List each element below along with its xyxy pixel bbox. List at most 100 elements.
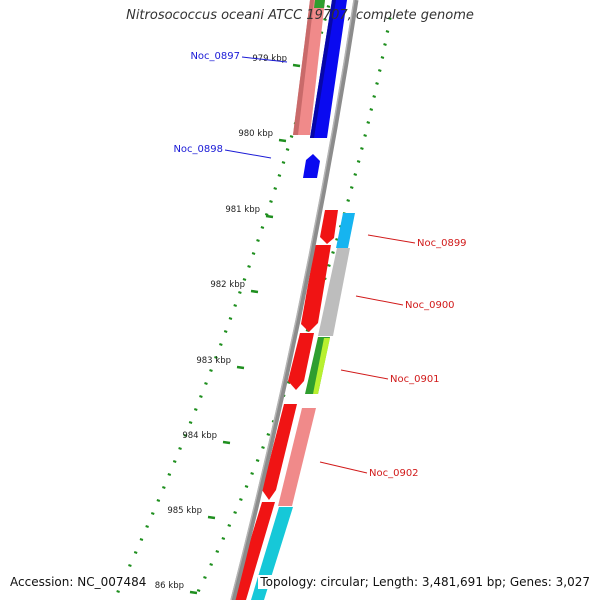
gene-feature-lime-noc0901[interactable] — [313, 338, 330, 394]
ring-tick — [242, 278, 247, 281]
ring-tick — [133, 551, 138, 554]
ring-tick — [353, 173, 358, 176]
kbp-tick — [278, 138, 287, 143]
ring-tick — [285, 148, 290, 151]
ring-tick — [289, 135, 294, 138]
outer-tick-ring-right — [196, 17, 392, 592]
ring-tick — [264, 213, 269, 216]
ring-tick — [261, 446, 265, 449]
callout-line — [355, 295, 404, 306]
ring-tick — [360, 147, 364, 150]
ring-tick — [209, 563, 213, 566]
ring-tick — [247, 265, 251, 268]
ring-tick — [366, 121, 371, 124]
ring-tick — [139, 538, 144, 541]
genome-summary: Topology: circular; Length: 3,481,691 bp… — [258, 575, 592, 589]
ring-tick — [380, 56, 385, 59]
ring-tick — [178, 447, 182, 450]
gene-feature-red-lower[interactable] — [232, 502, 275, 600]
ring-tick — [221, 537, 226, 540]
callout-line — [241, 56, 288, 63]
ring-tick — [128, 564, 132, 567]
ring-tick — [214, 356, 218, 359]
ring-tick — [199, 395, 203, 398]
ring-tick — [228, 317, 233, 320]
ring-tick — [203, 576, 207, 579]
kbp-tick — [222, 440, 231, 445]
gene-label-noc_0899[interactable]: Noc_0899 — [417, 238, 467, 249]
kbp-label: 86 kbp — [155, 581, 184, 591]
ring-tick — [327, 264, 331, 267]
ring-tick — [349, 186, 354, 189]
ring-tick — [375, 82, 379, 85]
ring-tick — [183, 434, 188, 437]
ring-tick — [269, 200, 273, 203]
gene-feature-red-noc0901[interactable] — [288, 333, 314, 390]
ring-tick — [223, 330, 228, 333]
callout-line — [224, 149, 272, 159]
ring-tick — [383, 43, 387, 46]
gene-feature-red-noc0902[interactable] — [262, 404, 297, 500]
genome-backbone — [230, 0, 359, 600]
gene-feature-red-noc0899[interactable] — [320, 210, 338, 244]
ring-tick — [281, 161, 286, 164]
ring-tick — [239, 498, 243, 501]
ring-tick — [156, 499, 161, 502]
kbp-tick — [292, 63, 301, 68]
kbp-tick — [250, 289, 259, 294]
ring-tick — [116, 590, 120, 593]
gene-feature-pink-noc0902[interactable] — [278, 408, 316, 506]
ring-tick — [286, 381, 291, 384]
kbp-tick — [236, 365, 245, 370]
kbp-label: 979 kbp — [252, 54, 287, 64]
ring-tick — [215, 550, 220, 553]
gene-label-noc_0897[interactable]: Noc_0897 — [190, 51, 240, 62]
ring-tick — [277, 174, 282, 177]
kbp-tick — [189, 590, 198, 595]
kbp-label: 983 kbp — [196, 356, 231, 366]
ring-tick — [193, 408, 198, 411]
kbp-label: 985 kbp — [167, 506, 202, 516]
gene-feature-cyan-a[interactable] — [336, 213, 355, 248]
ring-tick — [266, 433, 271, 436]
kbp-tick — [207, 515, 216, 520]
ring-tick — [238, 291, 242, 294]
gene-feature-green-top — [314, 0, 325, 8]
ring-tick — [255, 459, 260, 462]
ring-tick — [385, 30, 390, 33]
ring-tick — [162, 486, 166, 489]
gene-feature-grey-a[interactable] — [318, 248, 350, 336]
gene-label-noc_0901[interactable]: Noc_0901 — [390, 374, 440, 385]
gene-label-noc_0902[interactable]: Noc_0902 — [369, 468, 419, 479]
gene-label-noc_0898[interactable]: Noc_0898 — [173, 144, 223, 155]
gene-features — [232, 0, 355, 600]
ring-tick — [346, 199, 351, 202]
ring-tick — [356, 160, 361, 163]
callout-line — [319, 461, 368, 474]
ring-tick — [372, 95, 377, 98]
gene-feature-blue-noc0898[interactable] — [303, 154, 320, 178]
ring-tick — [388, 17, 392, 20]
ring-tick — [233, 304, 238, 307]
gene-feature-red-noc0900[interactable] — [301, 245, 331, 332]
ring-tick — [377, 69, 382, 72]
gene-feature-pink-upper-shade — [293, 0, 314, 135]
ring-tick — [145, 525, 149, 528]
ring-tick — [209, 369, 213, 372]
ring-tick — [260, 226, 265, 229]
ring-tick — [323, 18, 327, 21]
ring-tick — [150, 512, 155, 515]
ring-tick — [244, 485, 249, 488]
callout-line — [367, 234, 416, 244]
kbp-label: 984 kbp — [182, 431, 217, 441]
ring-tick — [369, 108, 374, 111]
ring-tick — [204, 382, 208, 385]
ring-tick — [250, 472, 254, 475]
gene-feature-blue-noc0897-shade — [310, 0, 336, 138]
ring-tick — [273, 187, 278, 190]
ring-tick — [363, 134, 367, 137]
kbp-label: 982 kbp — [210, 280, 245, 290]
gene-label-noc_0900[interactable]: Noc_0900 — [405, 300, 455, 311]
ring-tick — [172, 460, 177, 463]
